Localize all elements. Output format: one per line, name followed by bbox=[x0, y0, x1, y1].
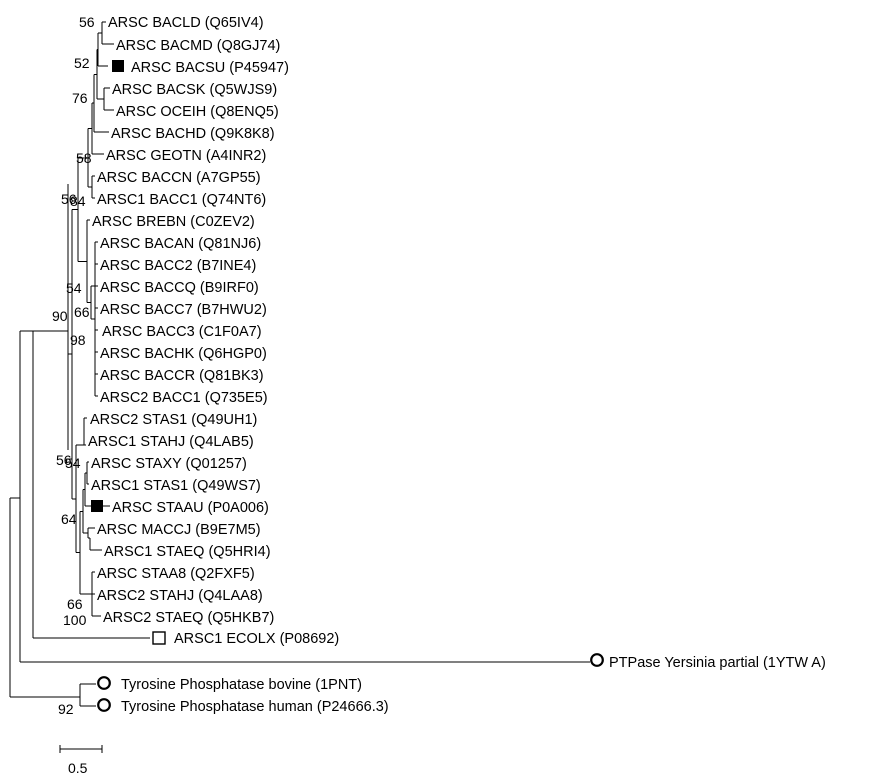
leaf-label-arsc-bacc7: ARSC BACC7 (B7HWU2) bbox=[100, 302, 267, 318]
leaf-label-arsc2-bacc1: ARSC2 BACC1 (Q735E5) bbox=[100, 390, 268, 406]
leaf-label-arsc1-staeq: ARSC1 STAEQ (Q5HRI4) bbox=[104, 544, 271, 560]
leaf-label-arsc-staxy: ARSC STAXY (Q01257) bbox=[91, 456, 247, 472]
leaf-label-arsc2-stahj: ARSC2 STAHJ (Q4LAA8) bbox=[97, 588, 263, 604]
leaf-label-arsc-bacsu: ARSC BACSU (P45947) bbox=[131, 60, 289, 76]
leaf-label-ptpase-yersinia: PTPase Yersinia partial (1YTW A) bbox=[609, 655, 826, 671]
leaf-label-tyrosine-phosphatase-human: Tyrosine Phosphatase human (P24666.3) bbox=[121, 699, 389, 715]
leaf-label-arsc-staau: ARSC STAAU (P0A006) bbox=[112, 500, 269, 516]
tree-branches bbox=[9, 21, 590, 707]
bootstrap-value: 52 bbox=[74, 55, 90, 71]
leaf-label-arsc-baccq: ARSC BACCQ (B9IRF0) bbox=[100, 280, 259, 296]
leaf-label-arsc-brebn: ARSC BREBN (C0ZEV2) bbox=[92, 214, 255, 230]
bootstrap-value: 100 bbox=[63, 612, 87, 628]
leaf-label-arsc-bacsk: ARSC BACSK (Q5WJS9) bbox=[112, 82, 277, 98]
bootstrap-value: 56 bbox=[79, 14, 95, 30]
open-circle-icon bbox=[97, 676, 111, 690]
filled-square-icon bbox=[112, 60, 124, 72]
bootstrap-value: 64 bbox=[61, 511, 77, 527]
leaf-label-arsc1-bacc1: ARSC1 BACC1 (Q74NT6) bbox=[97, 192, 266, 208]
filled-square-icon bbox=[91, 500, 103, 512]
leaf-label-arsc1-stas1: ARSC1 STAS1 (Q49WS7) bbox=[91, 478, 261, 494]
bootstrap-value: 56 bbox=[61, 191, 77, 207]
leaf-label-arsc-baccr: ARSC BACCR (Q81BK3) bbox=[100, 368, 264, 384]
leaf-label-arsc-geotn: ARSC GEOTN (A4INR2) bbox=[106, 148, 266, 164]
bootstrap-value: 66 bbox=[74, 304, 90, 320]
bootstrap-value: 66 bbox=[67, 596, 83, 612]
leaf-label-arsc-oceih: ARSC OCEIH (Q8ENQ5) bbox=[116, 104, 279, 120]
leaf-label-arsc1-ecolx: ARSC1 ECOLX (P08692) bbox=[174, 631, 339, 647]
leaf-labels: ARSC BACLD (Q65IV4) ARSC BACMD (Q8GJ74) … bbox=[88, 15, 826, 715]
leaf-label-arsc-bacc2: ARSC BACC2 (B7INE4) bbox=[100, 258, 256, 274]
open-circle-icon bbox=[590, 653, 604, 667]
leaf-label-arsc-bachd: ARSC BACHD (Q9K8K8) bbox=[111, 126, 275, 142]
leaf-label-arsc2-stas1: ARSC2 STAS1 (Q49UH1) bbox=[90, 412, 257, 428]
open-circle-icon bbox=[97, 698, 111, 712]
leaf-label-tyrosine-phosphatase-bovine: Tyrosine Phosphatase bovine (1PNT) bbox=[121, 677, 362, 693]
leaf-label-arsc-staa8: ARSC STAA8 (Q2FXF5) bbox=[97, 566, 255, 582]
bootstrap-value: 84 bbox=[70, 193, 86, 209]
leaf-label-arsc-bacan: ARSC BACAN (Q81NJ6) bbox=[100, 236, 261, 252]
leaf-label-arsc-bachk: ARSC BACHK (Q6HGP0) bbox=[100, 346, 267, 362]
bootstrap-value: 54 bbox=[66, 280, 82, 296]
leaf-label-arsc-bacmd: ARSC BACMD (Q8GJ74) bbox=[116, 38, 280, 54]
scale-bar-label: 0.5 bbox=[68, 760, 88, 776]
bootstrap-value: 58 bbox=[76, 150, 92, 166]
leaf-label-arsc-bacc3: ARSC BACC3 (C1F0A7) bbox=[102, 324, 262, 340]
bootstrap-value: 92 bbox=[58, 701, 74, 717]
scale-bar: 0.5 bbox=[59, 745, 103, 776]
open-square-icon bbox=[152, 631, 166, 645]
bootstrap-values: 56 52 76 58 56 84 54 66 90 98 56 54 64 6… bbox=[52, 14, 95, 717]
leaf-label-arsc-baccld: ARSC BACLD (Q65IV4) bbox=[108, 15, 264, 31]
bootstrap-value: 54 bbox=[65, 455, 81, 471]
leaf-label-arsc-maccj: ARSC MACCJ (B9E7M5) bbox=[97, 522, 261, 538]
bootstrap-value: 56 bbox=[56, 452, 72, 468]
bootstrap-value: 76 bbox=[72, 90, 88, 106]
bootstrap-value: 90 bbox=[52, 308, 68, 324]
leaf-label-arsc2-staeq: ARSC2 STAEQ (Q5HKB7) bbox=[103, 610, 274, 626]
bootstrap-value: 98 bbox=[70, 332, 86, 348]
leaf-label-arsc1-stahj: ARSC1 STAHJ (Q4LAB5) bbox=[88, 434, 254, 450]
leaf-label-arsc-baccn: ARSC BACCN (A7GP55) bbox=[97, 170, 261, 186]
leaf-markers bbox=[91, 60, 604, 712]
